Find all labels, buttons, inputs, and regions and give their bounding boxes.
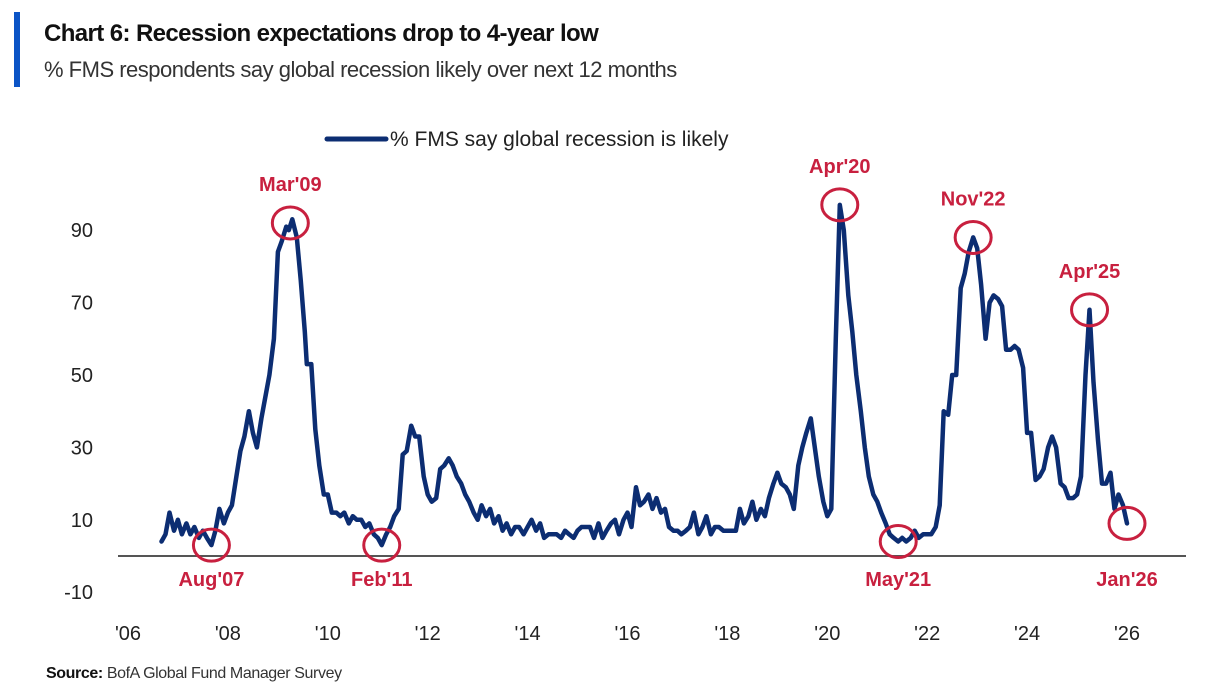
annotation-label: Mar'09 xyxy=(259,174,322,196)
x-axis: '06 '08 '10 '12 '14 '16 '18 '20 '22 '24 '26 xyxy=(115,623,1140,645)
annotation: Feb'11 xyxy=(351,527,412,591)
annotation-circle xyxy=(362,527,402,563)
chart-title: Chart 6: Recession expectations drop to … xyxy=(44,20,599,47)
series-line xyxy=(159,202,1130,548)
source-text: BofA Global Fund Manager Survey xyxy=(106,665,342,682)
annotation-label: Jan'26 xyxy=(1096,569,1157,591)
annotation-circle xyxy=(1107,505,1147,541)
annotation-label: May'21 xyxy=(865,569,931,591)
x-tick-label: '08 xyxy=(215,623,241,645)
y-tick-label: 10 xyxy=(71,510,93,532)
chart-subtitle: % FMS respondents say global recession l… xyxy=(44,57,677,82)
y-tick-label: -10 xyxy=(64,582,93,604)
annotation: Apr'20 xyxy=(809,156,871,223)
y-tick-label: 50 xyxy=(71,365,93,387)
x-tick-label: '26 xyxy=(1114,623,1140,645)
annotation: May'21 xyxy=(865,524,931,591)
x-tick-label: '14 xyxy=(515,623,541,645)
annotation-circle xyxy=(878,524,918,560)
x-tick-label: '18 xyxy=(714,623,740,645)
y-axis: 90 70 50 30 10 -10 xyxy=(64,220,93,604)
annotation: Apr'25 xyxy=(1059,261,1120,328)
annotation-label: Apr'25 xyxy=(1059,261,1120,283)
y-tick-label: 30 xyxy=(71,437,93,459)
annotation-label: Aug'07 xyxy=(178,569,244,591)
source-label: Source: xyxy=(46,665,103,682)
annotation-label: Feb'11 xyxy=(351,569,412,591)
x-tick-label: '20 xyxy=(814,623,840,645)
annotation: Mar'09 xyxy=(259,174,322,241)
legend: % FMS say global recession is likely xyxy=(324,128,729,151)
annotation-label: Apr'20 xyxy=(809,156,870,178)
x-tick-label: '10 xyxy=(315,623,341,645)
annotation: Jan'26 xyxy=(1096,505,1158,591)
x-tick-label: '24 xyxy=(1014,623,1040,645)
annotation-circle xyxy=(820,187,860,223)
source-note: Source: BofA Global Fund Manager Survey xyxy=(46,665,342,683)
annotation-circle xyxy=(270,205,310,241)
y-tick-label: 70 xyxy=(71,293,93,315)
annotation-label: Nov'22 xyxy=(941,188,1006,210)
x-tick-label: '16 xyxy=(614,623,640,645)
y-tick-label: 90 xyxy=(71,220,93,242)
title-accent-bar xyxy=(14,12,20,87)
annotation: Aug'07 xyxy=(178,527,244,591)
x-tick-label: '12 xyxy=(415,623,441,645)
annotation: Nov'22 xyxy=(941,188,1006,255)
x-tick-label: '22 xyxy=(914,623,940,645)
annotations: Aug'07 Mar'09 Feb'11 Apr'20 May'21 Nov'22 Apr'… xyxy=(178,156,1157,591)
annotation-circle xyxy=(191,527,231,563)
annotation-circle xyxy=(953,219,993,255)
x-tick-label: '06 xyxy=(115,623,141,645)
annotation-circle xyxy=(1070,292,1110,328)
legend-label: % FMS say global recession is likely xyxy=(390,128,729,151)
